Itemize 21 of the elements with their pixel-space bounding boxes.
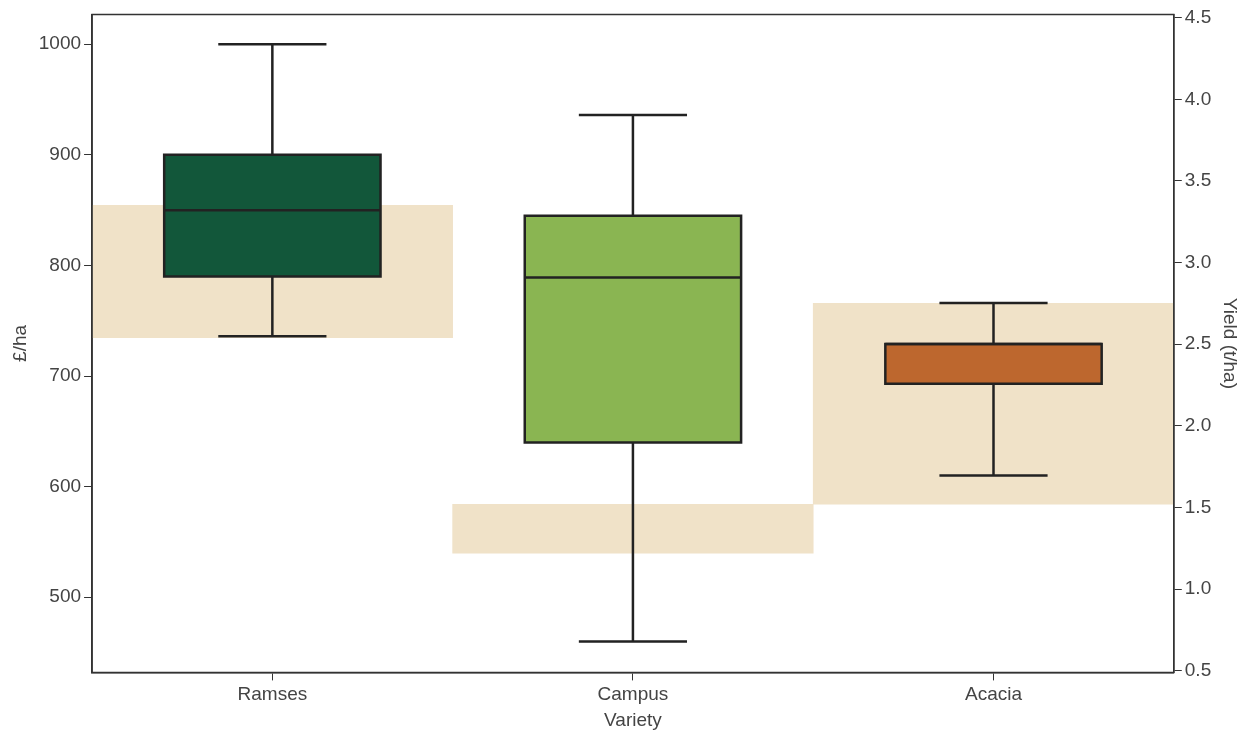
y2-tick-label: 3.5 [1184, 169, 1212, 191]
x-tick-label: Acacia [964, 683, 1023, 705]
y2-tick-label: 2.0 [1184, 414, 1212, 436]
x-tick-label: Campus [597, 683, 669, 705]
y2-tick-label: 0.5 [1184, 659, 1212, 680]
y2-tick-label: 1.0 [1184, 577, 1212, 599]
y-tick-label: 900 [49, 143, 82, 165]
y-axis-title: £/ha [8, 324, 30, 362]
y2-tick-label: 4.5 [1184, 5, 1212, 27]
y2-tick-label: 3.0 [1184, 250, 1212, 272]
y2-tick-label: 4.0 [1184, 87, 1212, 109]
x-tick-label: Ramses [237, 683, 308, 705]
y-tick-label: 500 [49, 585, 82, 607]
y-tick-label: 600 [49, 474, 82, 496]
y2-tick-label: 2.5 [1184, 332, 1212, 354]
y-tick-label: 700 [49, 364, 82, 386]
y-tick-label: 1000 [38, 32, 82, 54]
y2-tick-label: 1.5 [1184, 495, 1212, 517]
y-tick-label: 800 [49, 253, 82, 275]
y2-axis-title: Yield (t/ha) [1220, 297, 1242, 389]
x-axis-title: Variety [604, 708, 663, 730]
